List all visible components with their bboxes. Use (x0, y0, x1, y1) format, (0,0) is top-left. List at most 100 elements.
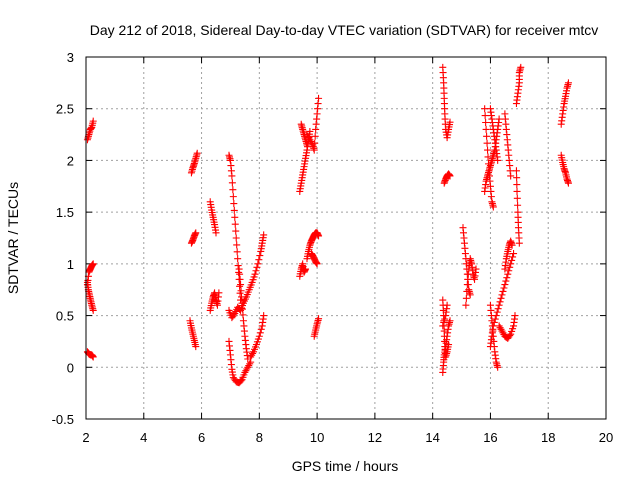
data-point (255, 332, 263, 340)
y-tick-label: 1.5 (56, 205, 74, 220)
data-point (439, 322, 447, 330)
data-point (302, 265, 310, 273)
data-point (193, 149, 201, 157)
y-tick-label: -0.5 (52, 412, 74, 427)
data-point (254, 260, 262, 268)
data-point (246, 360, 254, 368)
data-point (446, 317, 454, 325)
x-tick-label: 16 (483, 430, 497, 445)
data-point (249, 349, 257, 357)
data-point (311, 139, 319, 147)
x-tick-label: 4 (140, 430, 147, 445)
data-point (507, 172, 515, 180)
data-point (512, 167, 520, 175)
data-point (481, 112, 489, 120)
x-tick-label: 6 (198, 430, 205, 445)
data-point (509, 253, 517, 261)
x-tick-label: 8 (256, 430, 263, 445)
data-point (260, 231, 268, 239)
y-tick-label: 1 (67, 257, 74, 272)
data-point (515, 239, 523, 247)
data-point (499, 287, 507, 295)
data-point (494, 156, 502, 164)
data-point (238, 293, 246, 301)
data-point (89, 117, 97, 125)
data-point (492, 312, 500, 320)
data-point (251, 270, 259, 278)
data-point (260, 312, 268, 320)
y-tick-label: 0 (67, 360, 74, 375)
grid (86, 57, 606, 419)
data-point (446, 172, 454, 180)
data-point (564, 179, 572, 187)
data-point (505, 267, 513, 275)
data-point (508, 241, 516, 249)
data-point (517, 63, 525, 71)
data-point (446, 118, 454, 126)
data-point (192, 343, 200, 351)
data-point (513, 194, 521, 202)
data-point (483, 139, 491, 147)
data-point (230, 200, 238, 208)
data-point (506, 332, 514, 340)
plot-frame (85, 56, 607, 420)
data-point (253, 263, 261, 271)
data-point (238, 305, 246, 313)
data-point (89, 260, 97, 268)
data-point (238, 299, 246, 307)
data-point (502, 277, 510, 285)
data-point (231, 213, 239, 221)
y-tick-label: 2.5 (56, 102, 74, 117)
data-point (514, 201, 522, 209)
data-point (236, 282, 244, 290)
data-point (494, 363, 502, 371)
data-point (466, 291, 474, 299)
data-point (489, 203, 497, 211)
data-point (237, 281, 245, 289)
data-point (510, 250, 518, 258)
data-point (491, 315, 499, 323)
data-point (484, 146, 492, 154)
data-point (497, 294, 505, 302)
data-point (237, 296, 245, 304)
data-point (472, 265, 480, 273)
data-point (508, 256, 516, 264)
data-point (513, 181, 521, 189)
data-point (237, 287, 245, 295)
data-point (482, 125, 490, 133)
data-point (507, 260, 515, 268)
data-point (230, 206, 238, 214)
data-point (255, 256, 263, 264)
data-point (256, 329, 264, 337)
data-point (311, 132, 319, 140)
data-point (192, 229, 200, 237)
data-point (231, 220, 239, 228)
data-point (482, 119, 490, 127)
data-point (315, 315, 323, 323)
data-point (511, 312, 519, 320)
data-point (232, 234, 240, 242)
data-point (506, 263, 514, 271)
data-point (498, 291, 506, 299)
y-tick-label: 2 (67, 153, 74, 168)
data-point (500, 284, 508, 292)
data-point (490, 318, 498, 326)
data-point (89, 306, 97, 314)
data-point (443, 301, 451, 309)
data-point (315, 94, 323, 102)
y-tick-label: 0.5 (56, 309, 74, 324)
data-point (495, 115, 503, 123)
x-tick-label: 12 (368, 430, 382, 445)
data-point (462, 294, 470, 302)
data-point (234, 255, 242, 263)
data-point (229, 193, 237, 201)
data-point (306, 127, 314, 135)
data-point (233, 241, 241, 249)
data-point (212, 229, 220, 237)
data-point (252, 267, 260, 275)
data-point (493, 308, 501, 316)
data-point (495, 301, 503, 309)
data-point (89, 353, 97, 361)
x-tick-label: 20 (599, 430, 613, 445)
